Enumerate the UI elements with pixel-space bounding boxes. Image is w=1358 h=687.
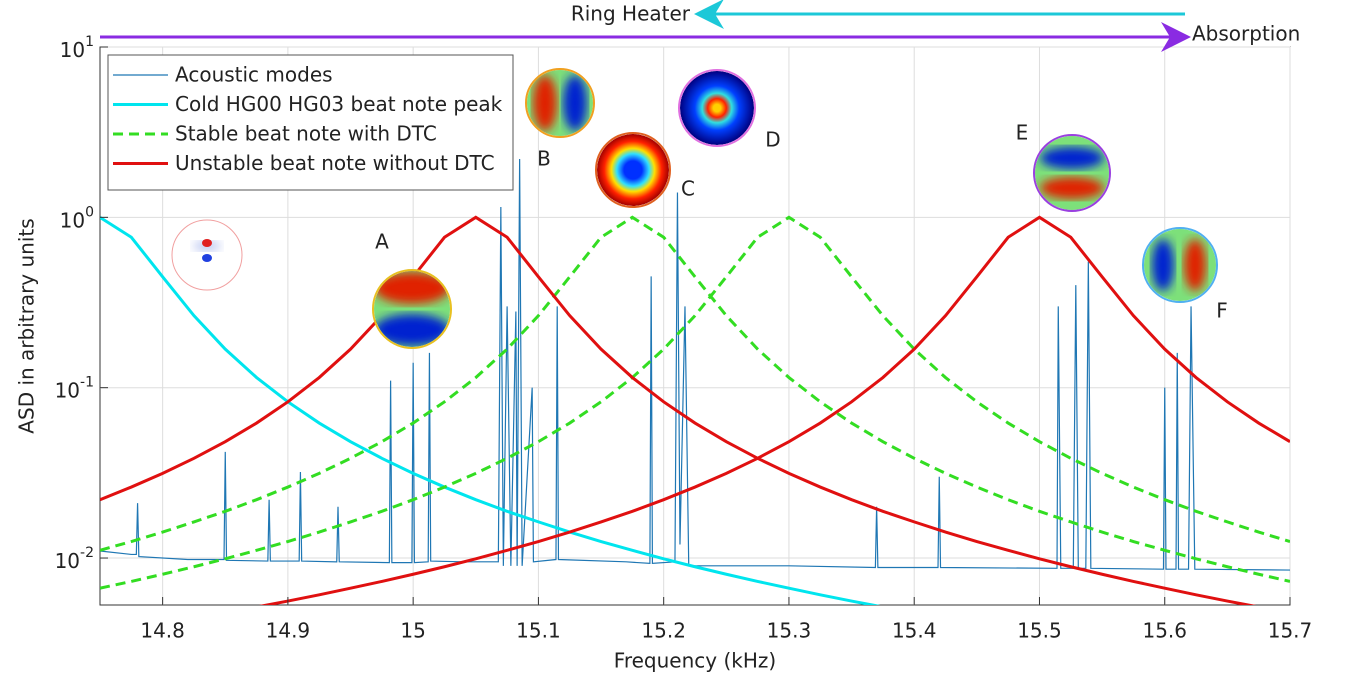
mode-label: D [765,128,780,152]
mode-image [680,71,754,145]
top-label: Ring Heater [571,2,691,26]
x-tick-label: 15.2 [641,619,686,643]
series-line [258,215,1290,605]
tick-exponent: 1 [85,34,94,50]
series-line [100,215,1290,583]
y-axis-label: ASD in arbitrary units [15,218,39,433]
lines [100,159,1290,605]
series-line [100,215,1290,590]
mode-ring [372,269,452,349]
legend-label: Stable beat note with DTC [175,122,437,146]
x-tick-label: 15.6 [1142,619,1187,643]
top-label: Absorption [1192,22,1300,46]
mode-image [171,219,243,291]
tick-base: 10 [60,208,85,232]
mode-label: C [681,177,695,201]
x-axis-label: Frequency (kHz) [614,649,776,673]
mode-label: F [1216,299,1228,323]
legend: Acoustic modes Cold HG00 HG03 beat note p… [107,54,514,191]
mode-image [527,70,593,136]
x-tick-label: 14.8 [140,619,185,643]
legend-box [107,54,514,191]
mode-image [1144,229,1216,301]
tick-exponent: -1 [80,375,94,391]
y-tick-label: 10-1 [55,375,94,403]
tick-base: 10 [55,378,80,402]
mode-label: A [375,230,389,254]
mode-label: E [1016,121,1029,145]
x-tick-label: 15 [400,619,425,643]
x-tick-label: 14.9 [266,619,311,643]
tick-base: 10 [55,549,80,573]
x-tick-label: 15.4 [892,619,937,643]
x-tick-label: 15.3 [767,619,812,643]
series-line [100,216,881,605]
mode-ring [595,132,671,208]
series-line [100,215,1257,605]
mode-image [597,134,669,206]
x-tick-label: 15.7 [1268,619,1313,643]
legend-label: Unstable beat note without DTC [175,151,495,175]
y-tick-label: 10-2 [55,545,94,573]
legend-label: Acoustic modes [175,63,333,87]
legend-label: Cold HG00 HG03 beat note peak [175,92,503,116]
mode-ring [678,69,756,147]
tick-base: 10 [60,38,85,62]
y-tick-label: 101 [60,34,94,62]
mode-ring [1142,227,1218,303]
tick-exponent: 0 [85,204,94,220]
mode-label: B [537,147,551,171]
x-tick-label: 15.1 [516,619,561,643]
x-tick-label: 15.5 [1017,619,1062,643]
mode-image [374,271,450,347]
grid [100,46,1291,605]
mode-ring [525,68,595,138]
tick-exponent: -2 [80,545,94,561]
mode-images [171,68,1218,349]
mode-image [1035,136,1109,210]
y-tick-label: 100 [60,204,94,232]
mode-ring [1033,134,1111,212]
